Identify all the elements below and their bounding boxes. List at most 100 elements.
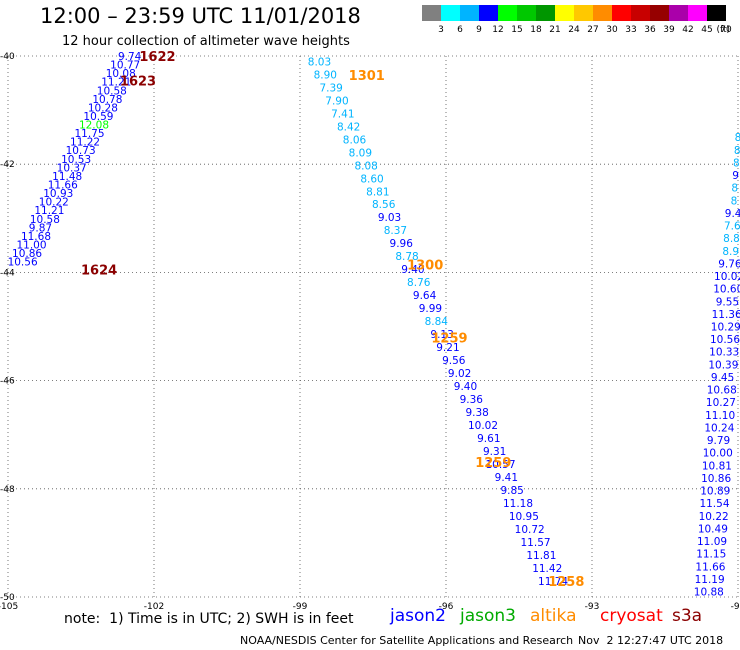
wave-height-value: 11.48 bbox=[52, 171, 82, 183]
wave-height-value: 10.27 bbox=[706, 397, 736, 409]
wave-height-value: 11.74 bbox=[538, 576, 568, 588]
wave-height-value: 10.53 bbox=[61, 154, 91, 166]
colorbar-swatch bbox=[669, 5, 688, 21]
wave-height-value: 11.36 bbox=[712, 309, 740, 321]
y-tick-label: -48 bbox=[0, 485, 15, 495]
wave-height-value: 8.60 bbox=[360, 173, 383, 185]
pass-time-label: 1624 bbox=[81, 264, 117, 279]
colorbar-swatch bbox=[479, 5, 498, 21]
map-subtitle: 12 hour collection of altimeter wave hei… bbox=[62, 34, 350, 49]
wave-height-colorbar: 3 6 9 12 15 18 21 24 27 30 33 36 39 42 45 70(ft) bbox=[422, 5, 732, 35]
wave-height-value: 9.13 bbox=[430, 329, 453, 341]
colorbar-label: 3 bbox=[438, 25, 444, 35]
wave-height-value: 11.19 bbox=[695, 574, 725, 586]
wave-height-value: 9.21 bbox=[436, 342, 459, 354]
units-note: note: 1) Time is in UTC; 2) SWH is in fe… bbox=[64, 611, 354, 627]
wave-height-value: 9.02 bbox=[448, 368, 471, 380]
colorbar-label: 45 bbox=[701, 25, 712, 35]
wave-height-value: 11.57 bbox=[521, 537, 551, 549]
wave-height-value: 8.42 bbox=[337, 121, 360, 133]
wave-height-value: 10.08 bbox=[106, 68, 136, 80]
y-tick-label: -40 bbox=[0, 52, 15, 62]
wave-height-value: 12.08 bbox=[79, 120, 109, 132]
colorbar-swatch bbox=[441, 5, 460, 21]
colorbar-label: 9 bbox=[476, 25, 482, 35]
satellite-legend-item: jason2 bbox=[390, 606, 446, 626]
wave-height-value: 9.85 bbox=[500, 485, 523, 497]
wave-height-value: 9.31 bbox=[483, 446, 506, 458]
wave-height-value: 8.03 bbox=[308, 56, 331, 68]
colorbar-label: 42 bbox=[682, 25, 693, 35]
wave-height-value: 10.88 bbox=[694, 587, 724, 599]
wave-height-value: 9.4 bbox=[725, 208, 740, 220]
wave-height-value: 11.21 bbox=[101, 77, 131, 89]
colorbar-label: 6 bbox=[457, 25, 463, 35]
wave-height-value: 9 bbox=[732, 170, 739, 182]
wave-height-value: 8 bbox=[734, 145, 740, 157]
wave-height-value: 10.58 bbox=[97, 85, 127, 97]
wave-height-value: 11.81 bbox=[526, 550, 556, 562]
colorbar-swatch bbox=[460, 5, 479, 21]
wave-height-value: 10.81 bbox=[702, 460, 732, 472]
colorbar-swatch bbox=[593, 5, 612, 21]
wave-height-value: 10.73 bbox=[66, 145, 96, 157]
colorbar-swatch bbox=[650, 5, 669, 21]
wave-height-value: 9.36 bbox=[460, 394, 484, 406]
colorbar-label: 15 bbox=[511, 25, 522, 35]
wave-height-value: 10.02 bbox=[468, 420, 498, 432]
colorbar-swatch bbox=[498, 5, 517, 21]
colorbar-label: 36 bbox=[644, 25, 656, 35]
pass-time-label: 1300 bbox=[407, 258, 443, 273]
x-tick-label: -96 bbox=[439, 602, 454, 612]
satellite-legend-item: jason3 bbox=[460, 606, 516, 626]
wave-height-value: 11.22 bbox=[70, 137, 100, 149]
colorbar-swatch bbox=[631, 5, 650, 21]
wave-height-value: 11.00 bbox=[16, 239, 46, 251]
satellite-legend-item: s3a bbox=[672, 606, 703, 626]
wave-height-value: 8.37 bbox=[384, 225, 407, 237]
wave-height-value: 9.79 bbox=[707, 435, 730, 447]
wave-height-value: 8.08 bbox=[354, 160, 377, 172]
wave-height-value: 10.24 bbox=[704, 422, 734, 434]
wave-height-value: 9.99 bbox=[419, 303, 442, 315]
wave-height-value: 10.72 bbox=[515, 524, 545, 536]
wave-height-value: 11.54 bbox=[699, 498, 729, 510]
wave-height-value: 7.90 bbox=[325, 95, 348, 107]
wave-height-value: 7.6 bbox=[724, 221, 740, 233]
wave-height-value: 9.40 bbox=[454, 381, 477, 393]
wave-height-value: 10.28 bbox=[88, 102, 118, 114]
wave-height-value: 10.02 bbox=[714, 271, 740, 283]
colorbar-swatch bbox=[422, 5, 441, 21]
wave-height-value: 8.06 bbox=[343, 134, 367, 146]
wave-height-value: 9.76 bbox=[718, 258, 740, 270]
wave-height-value: 8.76 bbox=[407, 277, 431, 289]
pass-time-label: 1259 bbox=[475, 456, 511, 471]
wave-height-value: 10.86 bbox=[12, 248, 42, 260]
wave-height-value: 9.61 bbox=[477, 433, 500, 445]
wave-height-value: 11.66 bbox=[695, 561, 725, 573]
satellite-legend-item: cryosat bbox=[600, 606, 663, 626]
wave-height-value: 10.59 bbox=[83, 111, 113, 123]
map-title: 12:00 – 23:59 UTC 11/01/2018 bbox=[40, 4, 361, 28]
pass-time-label: 1622 bbox=[139, 50, 175, 65]
wave-height-value: 8.78 bbox=[395, 251, 418, 263]
wave-height-value: 10.58 bbox=[30, 214, 60, 226]
x-tick-label: -90 bbox=[731, 602, 740, 612]
wave-height-value: 8.84 bbox=[425, 316, 449, 328]
colorbar-unit: (ft) bbox=[716, 25, 730, 35]
wave-height-value: 10.78 bbox=[92, 94, 122, 106]
wave-height-value: 7.39 bbox=[319, 82, 342, 94]
credit-line: NOAA/NESDIS Center for Satellite Applica… bbox=[240, 634, 574, 647]
wave-height-value: 11.75 bbox=[74, 128, 104, 140]
wave-height-value: 10.49 bbox=[698, 523, 728, 535]
wave-height-value: 10.57 bbox=[485, 459, 515, 471]
colorbar-swatch bbox=[555, 5, 574, 21]
x-tick-label: -99 bbox=[293, 602, 308, 612]
colorbar-label: 70 bbox=[720, 25, 732, 35]
y-tick-label: -50 bbox=[0, 593, 15, 603]
colorbar-label: 21 bbox=[549, 25, 560, 35]
wave-height-value: 7.41 bbox=[331, 108, 354, 120]
generated-timestamp: Nov 2 12:27:47 UTC 2018 bbox=[578, 634, 724, 647]
wave-height-value: 8.09 bbox=[349, 147, 372, 159]
